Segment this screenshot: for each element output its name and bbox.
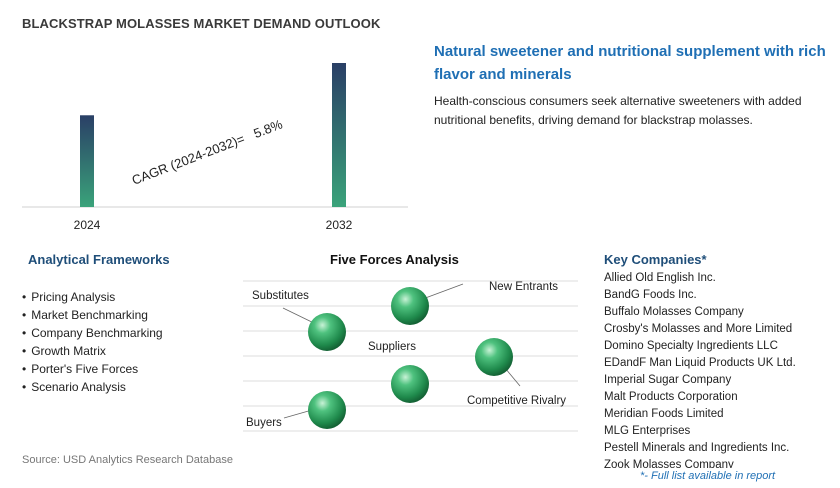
list-item: Malt Products Corporation xyxy=(604,391,738,403)
sphere-new-entrants xyxy=(391,287,429,325)
list-item: Imperial Sugar Company xyxy=(604,374,732,386)
source-note: Source: USD Analytics Research Database xyxy=(22,454,233,466)
label-new-entrants: New Entrants xyxy=(489,281,558,293)
list-item: Domino Specialty Ingredients LLC xyxy=(604,340,778,352)
companies-list-container: Allied Old English Inc. BandG Foods Inc.… xyxy=(604,270,834,468)
frameworks-list: Pricing Analysis Market Benchmarking Com… xyxy=(22,288,163,396)
frameworks-title: Analytical Frameworks xyxy=(28,252,170,267)
sphere-suppliers xyxy=(391,365,429,403)
companies-title: Key Companies* xyxy=(604,252,707,267)
five-forces-title: Five Forces Analysis xyxy=(330,252,459,267)
list-item: Pestell Minerals and Ingredients Inc. xyxy=(604,442,790,454)
list-item: Scenario Analysis xyxy=(22,378,163,396)
list-item: Buffalo Molasses Company xyxy=(604,306,744,318)
list-item: Zook Molasses Company xyxy=(604,459,734,468)
label-buyers: Buyers xyxy=(246,417,282,429)
highlight-title: Natural sweetener and nutritional supple… xyxy=(434,43,826,83)
list-item: MLG Enterprises xyxy=(604,425,691,437)
list-item: Growth Matrix xyxy=(22,342,163,360)
sphere-buyers xyxy=(308,391,346,429)
page-title: BLACKSTRAP MOLASSES MARKET DEMAND OUTLOO… xyxy=(22,16,381,31)
highlight-description: Health-conscious consumers seek alternat… xyxy=(434,94,802,127)
list-item: Allied Old English Inc. xyxy=(604,272,716,284)
x-tick-label: 2024 xyxy=(74,218,101,232)
companies-list: Allied Old English Inc. BandG Foods Inc.… xyxy=(604,270,834,468)
list-item: BandG Foods Inc. xyxy=(604,289,697,301)
list-item: Market Benchmarking xyxy=(22,306,163,324)
list-item: Company Benchmarking xyxy=(22,324,162,342)
label-suppliers: Suppliers xyxy=(368,341,416,353)
label-competitive-rivalry: Competitive Rivalry xyxy=(467,395,566,407)
list-item: Crosby's Molasses and More Limited xyxy=(604,323,793,335)
five-forces-gridlines xyxy=(243,280,578,432)
list-item: Meridian Foods Limited xyxy=(604,408,724,420)
x-tick-label: 2032 xyxy=(326,218,353,232)
list-item: Pricing Analysis xyxy=(22,288,163,306)
list-item: EDandF Man Liquid Products UK Ltd. xyxy=(604,357,796,369)
label-substitutes: Substitutes xyxy=(252,290,309,302)
demand-bar-chart: 2024 2032 CAGR (2024-2032)= 5.8% xyxy=(22,63,408,232)
list-item: Porter's Five Forces xyxy=(22,360,163,378)
bar-2032 xyxy=(332,63,346,207)
companies-note: *- Full list available in report xyxy=(640,470,776,482)
sphere-substitutes xyxy=(308,313,346,351)
bar-2024 xyxy=(80,115,94,207)
sphere-competitive-rivalry xyxy=(475,338,513,376)
